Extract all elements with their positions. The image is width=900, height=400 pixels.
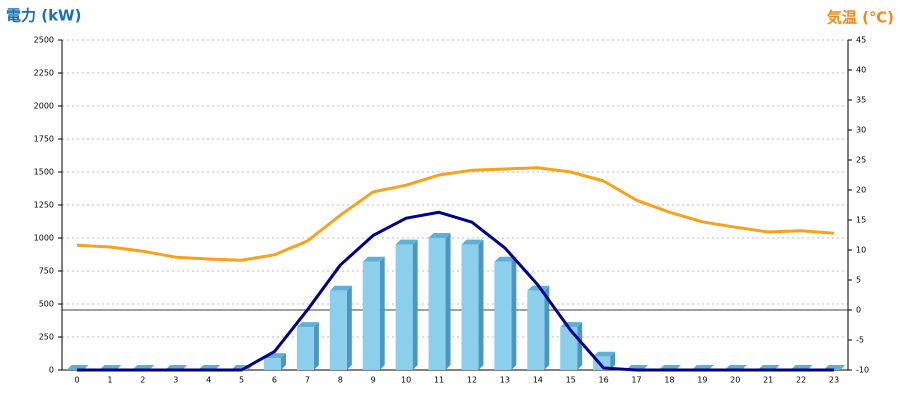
y-tick-label: 250 — [39, 333, 54, 342]
y2-axis-title: 気温 (℃) — [827, 9, 894, 27]
y2-tick-label: 10 — [856, 246, 866, 255]
bar — [362, 261, 380, 370]
bar — [428, 238, 446, 370]
bar-side — [544, 285, 550, 370]
bar-top — [527, 285, 550, 291]
y-tick-label: 1250 — [34, 201, 54, 210]
y-axis-title: 電力 (kW) — [6, 7, 81, 25]
x-tick-label: 2 — [140, 376, 145, 385]
bar-top — [461, 239, 484, 245]
x-tick-label: 3 — [173, 376, 178, 385]
bar-top — [428, 233, 451, 238]
x-tick-label: 13 — [500, 376, 510, 385]
bar — [560, 327, 578, 370]
x-tick-label: 11 — [434, 376, 444, 385]
x-tick-label: 14 — [533, 376, 543, 385]
bar-side — [478, 239, 484, 370]
y2-tick-label: 25 — [856, 156, 866, 165]
y2-tick-label: 20 — [856, 186, 866, 195]
x-tick-label: 16 — [599, 376, 609, 385]
y2-tick-label: 5 — [856, 276, 861, 285]
bar — [494, 261, 512, 370]
bar-side — [577, 322, 583, 370]
y2-tick-label: -5 — [856, 336, 864, 345]
bar-side — [346, 285, 352, 370]
x-tick-label: 23 — [829, 376, 839, 385]
y-tick-label: 750 — [39, 267, 54, 276]
x-tick-label: 12 — [467, 376, 477, 385]
y2-tick-label: 30 — [856, 126, 866, 135]
x-tick-label: 10 — [401, 376, 411, 385]
x-tick-label: 8 — [338, 376, 343, 385]
bar-top — [593, 351, 616, 357]
bar-side — [511, 256, 517, 370]
bar-side — [280, 353, 286, 370]
x-tick-label: 19 — [697, 376, 707, 385]
bar — [461, 244, 479, 370]
bar-side — [379, 256, 385, 370]
bar — [329, 290, 347, 370]
x-tick-label: 4 — [206, 376, 211, 385]
line — [76, 166, 835, 262]
bar — [296, 327, 314, 370]
y2-tick-label: 35 — [856, 96, 866, 105]
x-tick-label: 15 — [566, 376, 576, 385]
y-tick-label: 1000 — [34, 234, 54, 243]
y2-tick-label: -10 — [856, 366, 869, 375]
bar-top — [395, 239, 418, 245]
x-tick-label: 7 — [305, 376, 310, 385]
y2-tick-label: 0 — [856, 306, 861, 315]
y2-tick-label: 40 — [856, 66, 866, 75]
y-tick-label: 1750 — [34, 135, 54, 144]
y2-tick-label: 45 — [856, 36, 866, 45]
bar-top — [494, 256, 517, 262]
x-tick-label: 0 — [74, 376, 79, 385]
x-tick-label: 21 — [763, 376, 773, 385]
bar-side — [610, 351, 616, 370]
x-tick-label: 1 — [107, 376, 112, 385]
y-tick-label: 0 — [49, 366, 54, 375]
bar — [527, 290, 545, 370]
bar-side — [313, 322, 319, 370]
x-tick-label: 22 — [796, 376, 806, 385]
y-tick-label: 1500 — [34, 168, 54, 177]
x-tick-label: 17 — [631, 376, 641, 385]
y-tick-label: 500 — [39, 300, 54, 309]
bar-side — [445, 233, 451, 370]
x-tick-label: 6 — [272, 376, 277, 385]
y-tick-label: 2250 — [34, 69, 54, 78]
x-tick-label: 20 — [730, 376, 740, 385]
x-tick-label: 9 — [371, 376, 376, 385]
bar — [263, 358, 281, 370]
bar-top — [362, 256, 385, 262]
bar-top — [296, 322, 319, 328]
line — [77, 210, 834, 372]
y-tick-label: 2500 — [34, 36, 54, 45]
x-tick-label: 18 — [664, 376, 674, 385]
y2-tick-label: 15 — [856, 216, 866, 225]
bar-top — [329, 285, 352, 291]
x-tick-label: 5 — [239, 376, 244, 385]
bar — [395, 244, 413, 370]
y-tick-label: 2000 — [34, 102, 54, 111]
bar-side — [412, 239, 418, 370]
